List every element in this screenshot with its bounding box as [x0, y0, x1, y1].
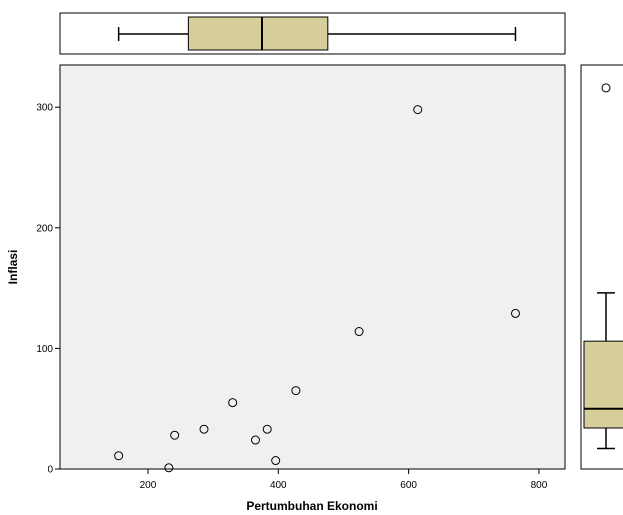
y-tick-label: 200	[36, 223, 53, 234]
y-axis-title: Inflasi	[6, 250, 20, 285]
scatter-point	[199, 424, 209, 434]
y-tick-label: 0	[47, 465, 53, 476]
scatter-point	[228, 398, 238, 408]
scatter-point	[354, 327, 364, 337]
scatter-points	[114, 105, 520, 473]
scatter-point	[170, 430, 180, 440]
scatter-point	[164, 463, 174, 473]
right-box-outlier	[601, 83, 611, 93]
y-axis: 0 100 200 300	[36, 103, 60, 476]
right-marginal-boxplot	[580, 64, 623, 470]
y-tick-label: 300	[36, 103, 53, 114]
scatter-point	[250, 435, 260, 445]
x-tick-label: 200	[140, 480, 157, 491]
scatter-point	[413, 105, 423, 115]
x-axis-title: Pertumbuhan Ekonomi	[246, 499, 377, 513]
scatter-point	[510, 308, 520, 318]
right-box-iqr	[583, 340, 623, 429]
plot-background	[59, 64, 566, 470]
scatter-point	[291, 386, 301, 396]
scatter-point	[114, 451, 124, 461]
x-tick-label: 800	[531, 480, 548, 491]
scatter-point	[262, 424, 272, 434]
y-tick-label: 100	[36, 344, 53, 355]
x-tick-label: 600	[400, 480, 417, 491]
top-marginal-boxplot	[59, 12, 566, 55]
top-box-iqr	[187, 16, 329, 51]
scatter-point	[271, 456, 281, 466]
x-tick-label: 400	[270, 480, 287, 491]
x-axis: 200 400 600 800	[140, 469, 548, 491]
plot-area	[59, 64, 566, 470]
